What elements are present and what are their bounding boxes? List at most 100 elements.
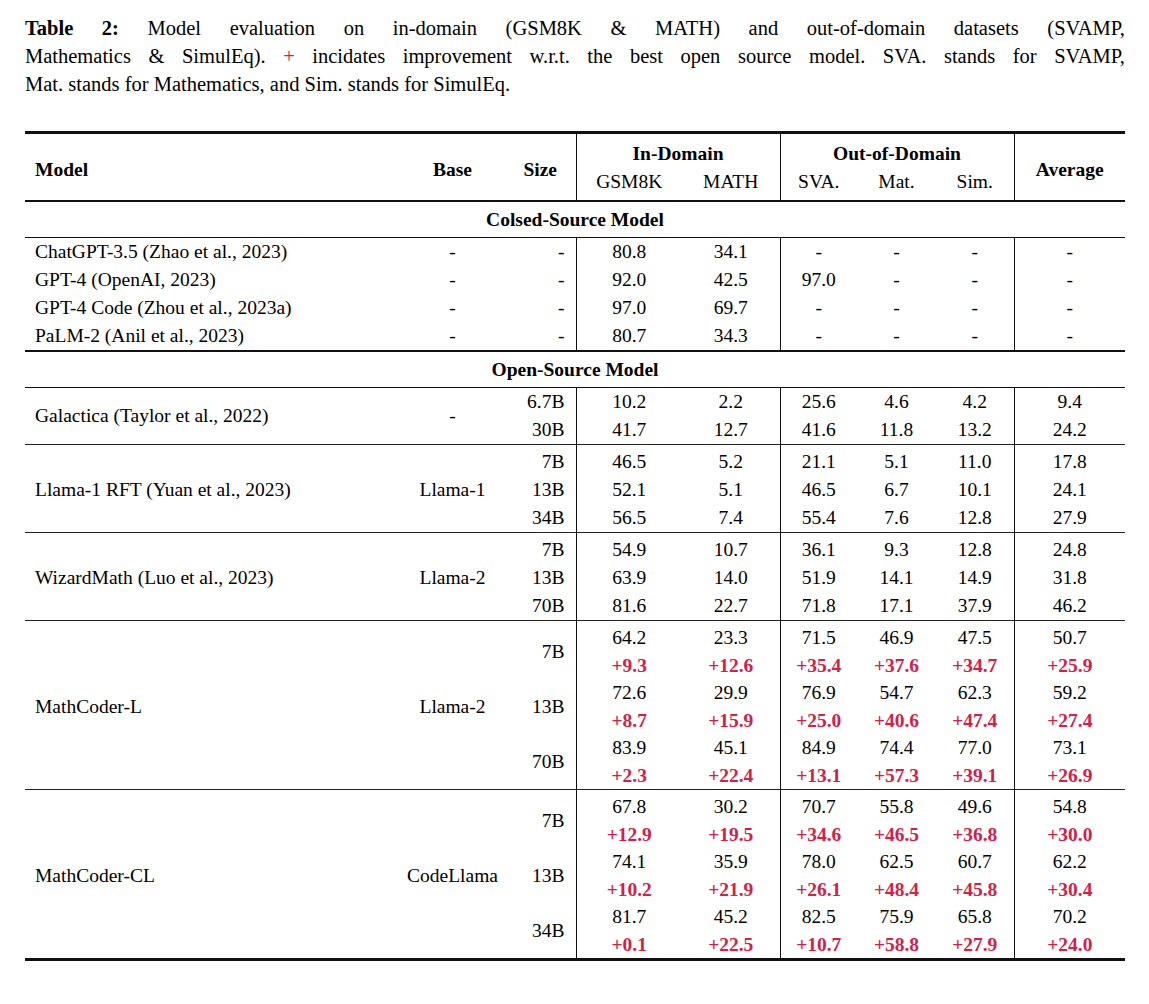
value-cell: 56.5 <box>576 504 682 533</box>
value-cell: - <box>936 266 1014 294</box>
improvement-cell: +36.8 <box>936 821 1014 848</box>
improvement-cell: +9.3 <box>576 652 682 679</box>
value-cell: 7.6 <box>857 504 936 533</box>
improvement-cell: +47.4 <box>936 707 1014 734</box>
header-math: MATH <box>682 168 780 201</box>
header-model: Model <box>25 133 400 202</box>
value-cell: 22.7 <box>682 592 780 621</box>
value-cell: 9.4 <box>1014 388 1125 417</box>
base-name: - <box>400 266 505 294</box>
value-cell: - <box>936 294 1014 322</box>
header-mat: Mat. <box>857 168 936 201</box>
base-name: Llama-1 <box>400 445 505 533</box>
value-cell: 81.7 <box>576 903 682 931</box>
table-row: MathCoder-CLCodeLlama7B67.830.270.755.84… <box>25 790 1125 822</box>
base-name: CodeLlama <box>400 790 505 960</box>
improvement-cell: +24.0 <box>1014 931 1125 960</box>
value-cell: 12.7 <box>682 416 780 445</box>
value-cell: 24.1 <box>1014 476 1125 504</box>
improvement-cell: +48.4 <box>857 876 936 903</box>
value-cell: - <box>780 322 857 351</box>
size-label: 7B <box>505 790 576 849</box>
value-cell: 76.9 <box>780 679 857 707</box>
value-cell: 23.3 <box>682 621 780 653</box>
value-cell: 97.0 <box>780 266 857 294</box>
value-cell: 62.5 <box>857 848 936 876</box>
model-name: PaLM-2 (Anil et al., 2023) <box>25 322 400 351</box>
improvement-cell: +22.4 <box>682 762 780 790</box>
header-gsm8k: GSM8K <box>576 168 682 201</box>
improvement-cell: +12.6 <box>682 652 780 679</box>
header-sva: SVA. <box>780 168 857 201</box>
table-row: PaLM-2 (Anil et al., 2023)--80.734.3---- <box>25 322 1125 351</box>
section-title: Open-Source Model <box>25 351 1125 388</box>
value-cell: 27.9 <box>1014 504 1125 533</box>
value-cell: 9.3 <box>857 533 936 565</box>
plus-sign: + <box>283 45 295 67</box>
improvement-cell: +10.2 <box>576 876 682 903</box>
value-cell: 12.8 <box>936 504 1014 533</box>
model-name: Galactica (Taylor et al., 2022) <box>25 388 400 445</box>
value-cell: 72.6 <box>576 679 682 707</box>
size-label: 7B <box>505 445 576 477</box>
value-cell: - <box>936 238 1014 267</box>
value-cell: - <box>1014 238 1125 267</box>
value-cell: 6.7 <box>857 476 936 504</box>
value-cell: 17.1 <box>857 592 936 621</box>
value-cell: 60.7 <box>936 848 1014 876</box>
value-cell: 46.2 <box>1014 592 1125 621</box>
caption-text-2a: Mathematics & SimulEq). <box>25 45 266 67</box>
value-cell: 24.8 <box>1014 533 1125 565</box>
value-cell: 51.9 <box>780 564 857 592</box>
value-cell: 54.9 <box>576 533 682 565</box>
value-cell: 70.2 <box>1014 903 1125 931</box>
improvement-cell: +46.5 <box>857 821 936 848</box>
value-cell: 10.2 <box>576 388 682 417</box>
improvement-cell: +45.8 <box>936 876 1014 903</box>
value-cell: - <box>1014 266 1125 294</box>
value-cell: 13.2 <box>936 416 1014 445</box>
improvement-cell: +12.9 <box>576 821 682 848</box>
improvement-cell: +26.9 <box>1014 762 1125 790</box>
value-cell: 5.1 <box>857 445 936 477</box>
table-caption: Table 2: Model evaluation on in-domain (… <box>25 14 1125 98</box>
value-cell: 62.2 <box>1014 848 1125 876</box>
caption-line-2: Mathematics & SimulEq). + incidates impr… <box>25 42 1125 70</box>
improvement-cell: +13.1 <box>780 762 857 790</box>
size-label: - <box>505 238 576 267</box>
improvement-cell: +2.3 <box>576 762 682 790</box>
size-label: 70B <box>505 734 576 790</box>
improvement-cell: +0.1 <box>576 931 682 960</box>
value-cell: - <box>857 294 936 322</box>
value-cell: - <box>857 322 936 351</box>
value-cell: 2.2 <box>682 388 780 417</box>
table-row: MathCoder-LLlama-27B64.223.371.546.947.5… <box>25 621 1125 653</box>
section-header-row: Open-Source Model <box>25 351 1125 388</box>
value-cell: 80.8 <box>576 238 682 267</box>
value-cell: 17.8 <box>1014 445 1125 477</box>
value-cell: 14.1 <box>857 564 936 592</box>
section-title: Colsed-Source Model <box>25 201 1125 238</box>
value-cell: 42.5 <box>682 266 780 294</box>
improvement-cell: +25.9 <box>1014 652 1125 679</box>
improvement-cell: +10.7 <box>780 931 857 960</box>
value-cell: - <box>780 238 857 267</box>
value-cell: 67.8 <box>576 790 682 822</box>
value-cell: 81.6 <box>576 592 682 621</box>
header-in-domain: In-Domain <box>576 133 780 169</box>
improvement-cell: +15.9 <box>682 707 780 734</box>
value-cell: 11.0 <box>936 445 1014 477</box>
table-row: Galactica (Taylor et al., 2022)-6.7B10.2… <box>25 388 1125 417</box>
model-name: Llama-1 RFT (Yuan et al., 2023) <box>25 445 400 533</box>
header-average: Average <box>1014 133 1125 202</box>
value-cell: 84.9 <box>780 734 857 762</box>
value-cell: - <box>1014 322 1125 351</box>
caption-line-3: Mat. stands for Mathematics, and Sim. st… <box>25 70 1125 98</box>
improvement-cell: +26.1 <box>780 876 857 903</box>
value-cell: 54.8 <box>1014 790 1125 822</box>
value-cell: 74.4 <box>857 734 936 762</box>
value-cell: 83.9 <box>576 734 682 762</box>
value-cell: 74.1 <box>576 848 682 876</box>
value-cell: 34.3 <box>682 322 780 351</box>
base-name: - <box>400 238 505 267</box>
